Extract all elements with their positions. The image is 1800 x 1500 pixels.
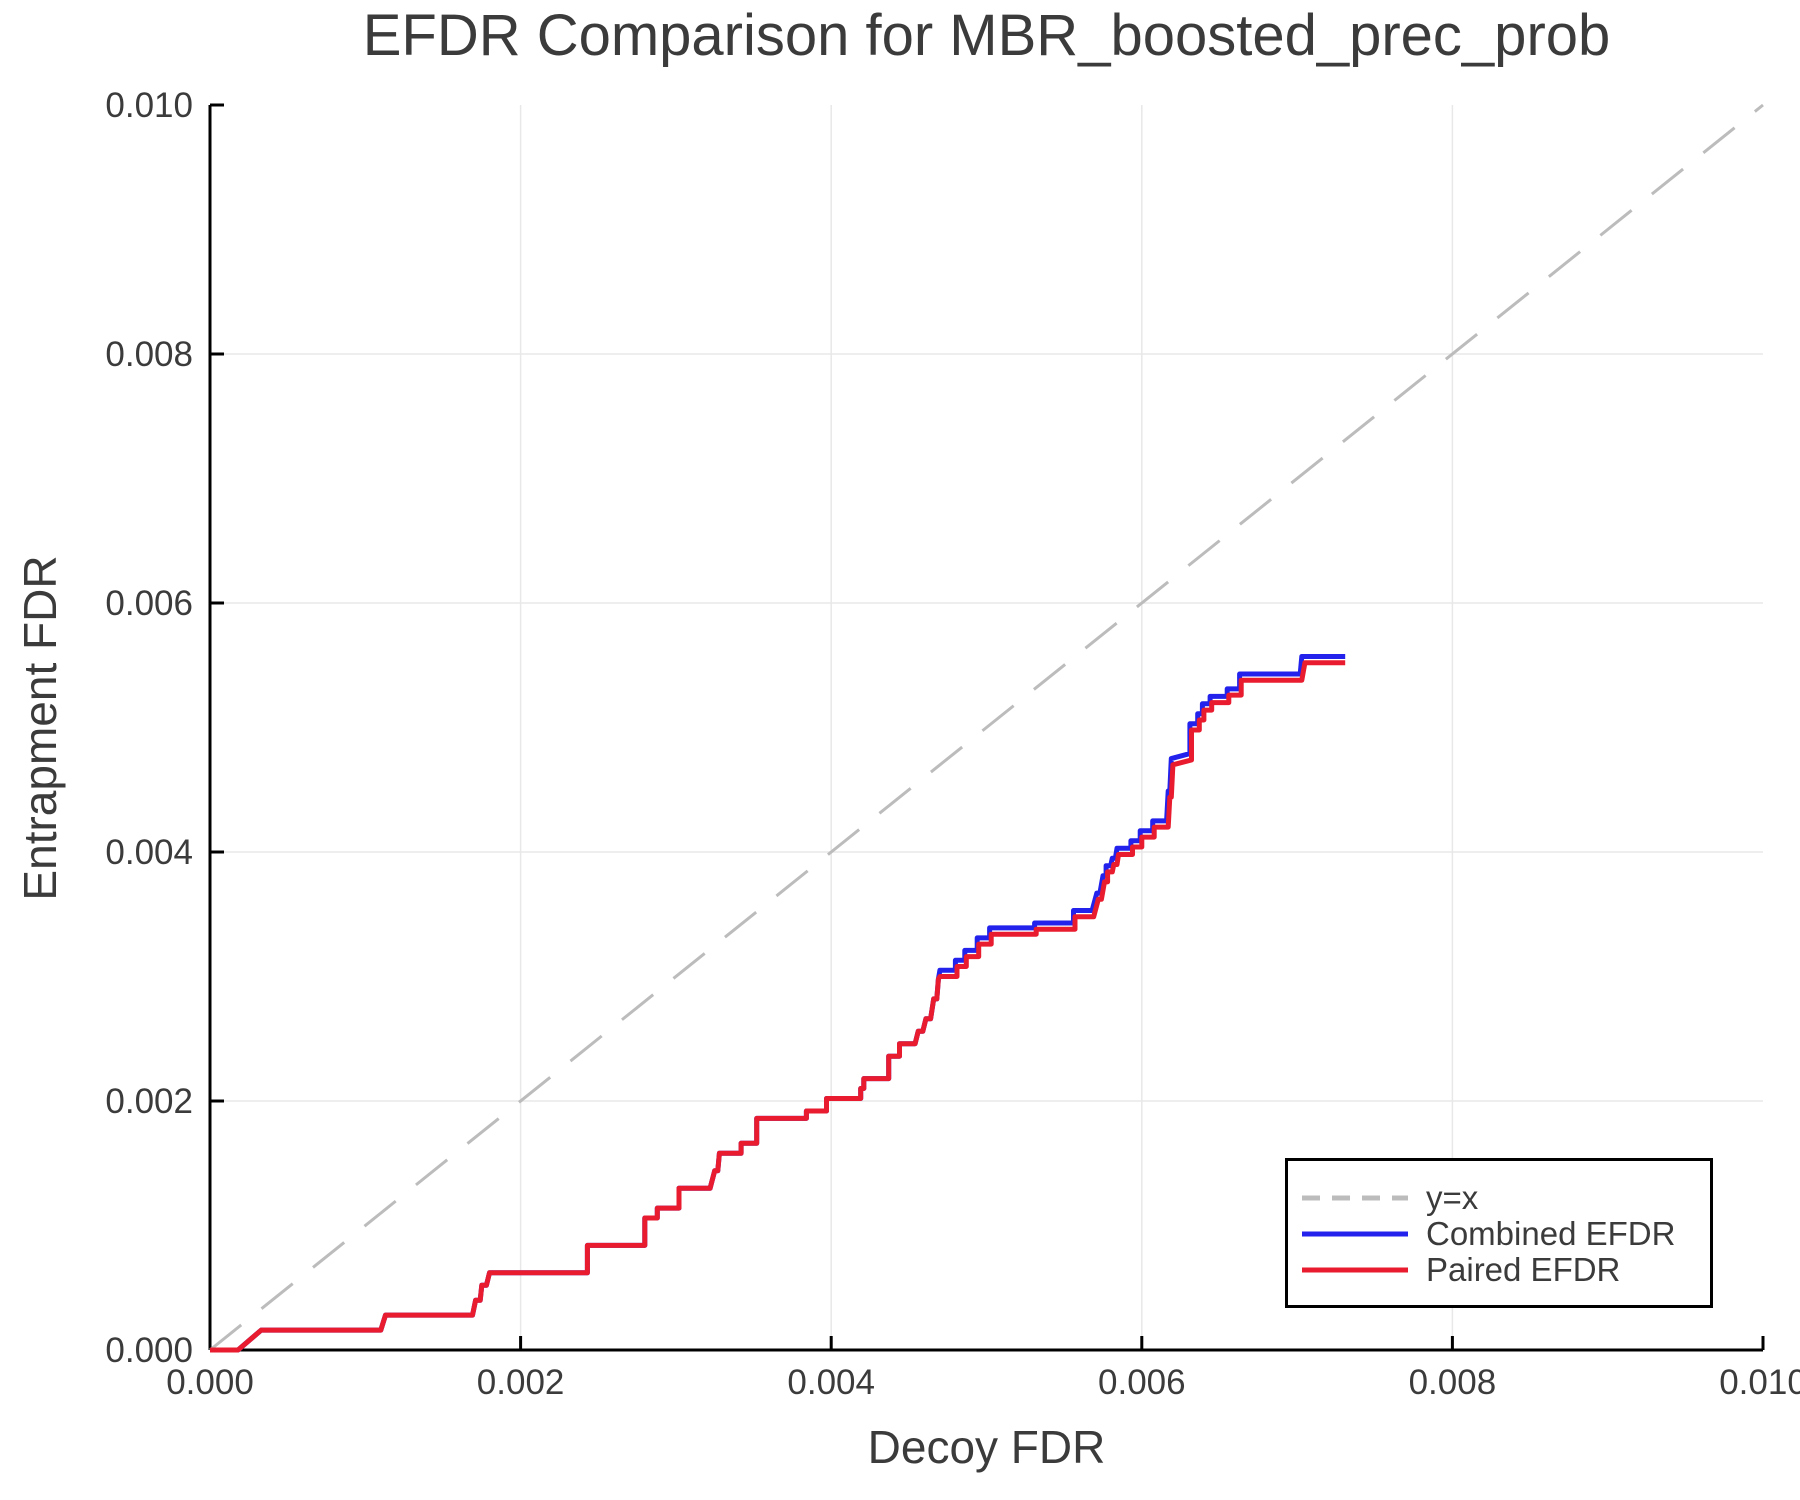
y-axis-label: Entrapment FDR xyxy=(14,555,66,901)
legend-item-identity: y=x xyxy=(1302,1180,1710,1216)
y-tick-label: 0.004 xyxy=(105,833,193,872)
y-tick-label: 0.006 xyxy=(105,584,193,623)
x-axis-label: Decoy FDR xyxy=(867,1421,1106,1473)
paired-line-sample xyxy=(1302,1267,1408,1273)
legend-item-combined: Combined EFDR xyxy=(1302,1216,1710,1252)
legend-label-paired: Paired EFDR xyxy=(1426,1251,1621,1288)
chart-title: EFDR Comparison for MBR_boosted_prec_pro… xyxy=(362,3,1611,68)
x-tick-label: 0.008 xyxy=(1409,1363,1497,1402)
x-tick-label: 0.006 xyxy=(1098,1363,1186,1402)
identity-line-sample xyxy=(1302,1195,1408,1201)
x-tick-label: 0.004 xyxy=(787,1363,875,1402)
x-tick-label: 0.010 xyxy=(1719,1363,1800,1402)
legend-label-combined: Combined EFDR xyxy=(1426,1215,1676,1252)
y-tick-label: 0.008 xyxy=(105,335,193,374)
combined-line-sample xyxy=(1302,1231,1408,1237)
series-combined-efdr xyxy=(210,654,1346,1353)
series-y-x xyxy=(209,103,1764,1352)
legend: y=x Combined EFDR Paired EFDR xyxy=(1285,1158,1713,1308)
y-tick-label: 0.002 xyxy=(105,1082,193,1121)
x-tick-label: 0.002 xyxy=(477,1363,565,1402)
series-paired-efdr xyxy=(210,660,1346,1353)
x-tick-label: 0.000 xyxy=(166,1363,254,1402)
y-tick-label: 0.010 xyxy=(105,86,193,125)
legend-label-identity: y=x xyxy=(1426,1179,1479,1216)
legend-item-paired: Paired EFDR xyxy=(1302,1252,1710,1288)
y-tick-label: 0.000 xyxy=(105,1331,193,1370)
